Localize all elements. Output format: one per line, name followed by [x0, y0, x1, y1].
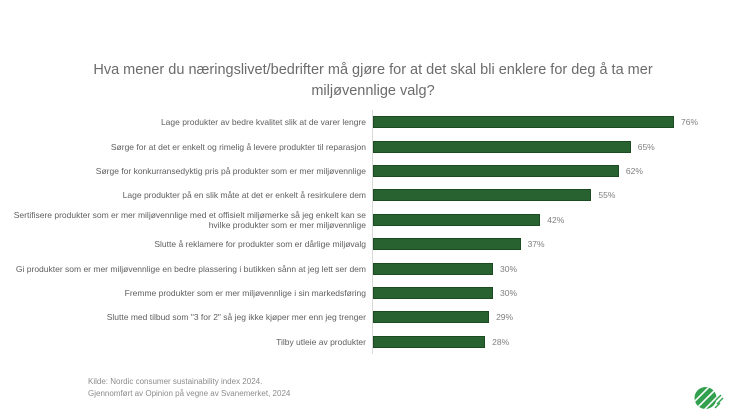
bar — [373, 116, 674, 129]
bar — [373, 311, 490, 324]
bar-row: Sørge for at det er enkelt og rimelig å … — [12, 134, 726, 159]
bar-area: 37% — [372, 231, 726, 257]
value-label: 76% — [681, 117, 699, 128]
bar-area: 42% — [372, 207, 726, 232]
category-label: Slutte med tilbud som "3 for 2" så jeg i… — [106, 312, 366, 323]
category-label: Tilby utleie av produkter — [276, 336, 366, 347]
value-label: 30% — [500, 263, 518, 274]
category-label: Sertifisere produkter som er mer miljøve… — [13, 209, 366, 230]
chart-title: Hva mener du næringslivet/bedrifter må g… — [93, 62, 653, 99]
bar-row: Gi produkter som er mer miljøvennlige en… — [12, 256, 726, 281]
category-label: Sørge for at det er enkelt og rimelig å … — [110, 141, 366, 152]
bar — [373, 286, 494, 299]
bar-row: Fremme produkter som er mer miljøvennlig… — [12, 280, 726, 306]
bar-area: 30% — [372, 256, 726, 281]
bar-row: Slutte å reklamere for produkter som er … — [12, 231, 726, 257]
value-label: 55% — [598, 190, 616, 201]
bar — [373, 335, 486, 348]
bar-area: 65% — [372, 134, 726, 159]
value-label: 37% — [527, 239, 545, 250]
category-label: Slutte å reklamere for produkter som er … — [154, 239, 366, 250]
value-label: 30% — [500, 287, 518, 298]
bar-row: Tilby utleie av produkter 28% — [12, 329, 726, 354]
bar-chart: Lage produkter av bedre kvalitet slik at… — [12, 110, 726, 354]
bar — [373, 164, 619, 177]
bar-area: 76% — [372, 110, 726, 135]
bar — [373, 213, 541, 226]
bar — [373, 262, 494, 275]
value-label: 65% — [637, 141, 655, 152]
category-label: Lage produkter av bedre kvalitet slik at… — [160, 117, 366, 128]
bar — [373, 238, 521, 251]
value-label: 62% — [625, 165, 643, 176]
category-label: Lage produkter på en slik måte at det er… — [122, 190, 366, 201]
value-label: 29% — [496, 312, 514, 323]
bar-area: 28% — [372, 329, 726, 354]
source-line-1: Kilde: Nordic consumer sustainability in… — [88, 377, 263, 386]
category-label: Fremme produkter som er mer miljøvennlig… — [124, 287, 366, 298]
bar-row: Lage produkter av bedre kvalitet slik at… — [12, 110, 726, 135]
bar-row: Sørge for konkurransedyktig pris på prod… — [12, 158, 726, 184]
swan-logo-icon — [694, 387, 724, 409]
bar-rows: Lage produkter av bedre kvalitet slik at… — [12, 110, 726, 354]
bar-row: Lage produkter på en slik måte at det er… — [12, 183, 726, 208]
bar-area: 55% — [372, 183, 726, 208]
source-line-2: Gjennomført av Opinion på vegne av Svane… — [88, 389, 291, 398]
category-label: Sørge for konkurransedyktig pris på prod… — [95, 165, 366, 176]
value-label: 28% — [492, 336, 510, 347]
bar-row: Slutte med tilbud som "3 for 2" så jeg i… — [12, 305, 726, 330]
category-label: Gi produkter som er mer miljøvennlige en… — [15, 263, 366, 274]
bar-row: Sertifisere produkter som er mer miljøve… — [12, 207, 726, 232]
bar-area: 29% — [372, 305, 726, 330]
value-label: 42% — [547, 214, 565, 225]
bar — [373, 140, 631, 153]
bar-area: 62% — [372, 158, 726, 184]
svanemerket-logo — [694, 384, 724, 412]
source-note: Kilde: Nordic consumer sustainability in… — [88, 376, 290, 400]
bar — [373, 189, 592, 202]
bar-area: 30% — [372, 280, 726, 306]
